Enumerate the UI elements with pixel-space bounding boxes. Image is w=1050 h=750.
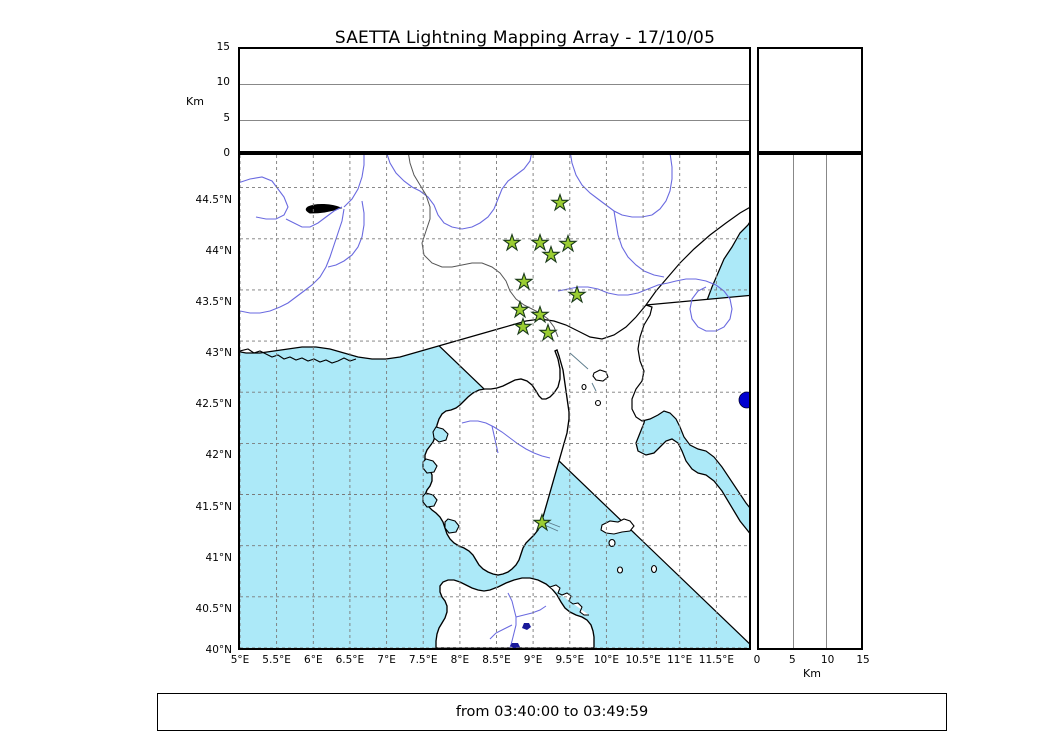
lma-station-marker — [502, 232, 522, 252]
top-panel-ytick-10: 10 — [216, 76, 230, 89]
top-panel-ytick-15: 15 — [216, 41, 230, 53]
sardinia-ne-coast — [549, 584, 589, 616]
map-xtick-5E: 5°E — [230, 654, 250, 666]
lma-station-markers[interactable] — [502, 192, 587, 532]
sardinia-rivers — [489, 592, 547, 648]
country-borders — [408, 155, 559, 338]
lma-station-marker — [532, 512, 552, 532]
map-xtick-9-5E: 9.5°E — [555, 654, 585, 666]
corner-panel[interactable] — [757, 47, 863, 153]
map-panel[interactable] — [238, 153, 751, 650]
map-xtick-5-5E: 5.5°E — [262, 654, 291, 666]
right-panel-xtick-5: 5 — [788, 654, 796, 666]
map-xtick-8E: 8°E — [450, 654, 470, 666]
right-panel-xtick-15: 15 — [856, 654, 870, 666]
map-xtick-10E: 10°E — [593, 654, 620, 666]
lma-station-marker — [530, 232, 550, 252]
lma-station-marker — [513, 316, 533, 336]
top-panel-ytick-5: 5 — [223, 111, 230, 124]
sardinia-lakes — [510, 623, 531, 648]
right-panel-xtick-0: 0 — [753, 654, 761, 666]
top-panel-yaxis-label: Km — [186, 95, 204, 108]
right-panel-xaxis-label: Km — [803, 667, 821, 680]
map-xtick-6-5E: 6.5°E — [335, 654, 365, 666]
lma-station-marker — [510, 299, 530, 319]
map-xtick-11E: 11°E — [667, 654, 693, 666]
map-ytick-40N: 40°N — [205, 644, 232, 656]
gridline-top-10km — [240, 84, 749, 86]
map-ytick-43-5N: 43.5°N — [195, 295, 232, 308]
right-panel-xtick-10: 10 — [820, 654, 835, 666]
cap-marker — [305, 204, 343, 214]
top-panel-ytick-0: 0 — [223, 147, 230, 159]
altitude-latitude-plot-area — [759, 155, 861, 648]
gridline-right-10km — [826, 155, 828, 648]
corsica-west-gulfs — [422, 426, 460, 534]
map-ytick-40-5N: 40.5°N — [195, 602, 232, 615]
provence-coast — [240, 348, 357, 364]
map-xtick-6E: 6°E — [304, 654, 323, 666]
lma-station-marker — [530, 304, 550, 324]
time-range-text: from 03:40:00 to 03:49:59 — [455, 704, 649, 720]
map-geography — [240, 155, 749, 648]
time-range-status-bar[interactable]: from 03:40:00 to 03:49:59 — [157, 693, 947, 731]
map-ytick-41N: 41°N — [205, 551, 232, 564]
map-ytick-44N: 44°N — [205, 244, 232, 257]
map-xtick-8-5E: 8.5°E — [482, 654, 511, 666]
map-xtick-11-5E: 11.5°E — [698, 654, 735, 666]
gridline-top-5km — [240, 119, 749, 121]
altitude-longitude-plot-area — [240, 49, 749, 151]
page-title: SAETTA Lightning Mapping Array - 17/10/0… — [334, 28, 716, 48]
map-graticule — [240, 155, 749, 648]
tuscan-islands — [600, 518, 658, 574]
lma-station-marker — [541, 244, 561, 264]
map-xtick-7-5E: 7.5°E — [408, 654, 438, 666]
map-ytick-42-5N: 42.5°N — [195, 398, 232, 411]
map-plot-area — [240, 155, 749, 648]
lma-station-marker — [514, 271, 534, 291]
lightning-source-dot[interactable] — [738, 391, 749, 409]
lma-station-marker — [558, 233, 578, 253]
map-ytick-43N: 43°N — [205, 347, 232, 360]
altitude-latitude-panel[interactable] — [757, 153, 863, 650]
gridline-right-5km — [792, 155, 794, 648]
corsica-rivers — [461, 420, 551, 459]
map-xtick-10-5E: 10.5°E — [625, 654, 661, 666]
lma-station-marker — [538, 322, 558, 342]
lma-station-marker — [567, 284, 587, 304]
map-ytick-44-5N: 44.5°N — [195, 193, 232, 206]
corsica-offshore-islets — [581, 369, 609, 407]
italy-west-coast — [631, 294, 749, 508]
map-xtick-7E: 7°E — [377, 654, 396, 666]
altitude-longitude-panel[interactable] — [238, 47, 751, 153]
lma-station-marker — [550, 192, 570, 212]
map-ytick-41-5N: 41.5°N — [195, 500, 232, 513]
map-ytick-42N: 42°N — [205, 449, 232, 462]
corner-plot-area — [759, 49, 861, 151]
map-xtick-9E: 9°E — [523, 654, 543, 666]
